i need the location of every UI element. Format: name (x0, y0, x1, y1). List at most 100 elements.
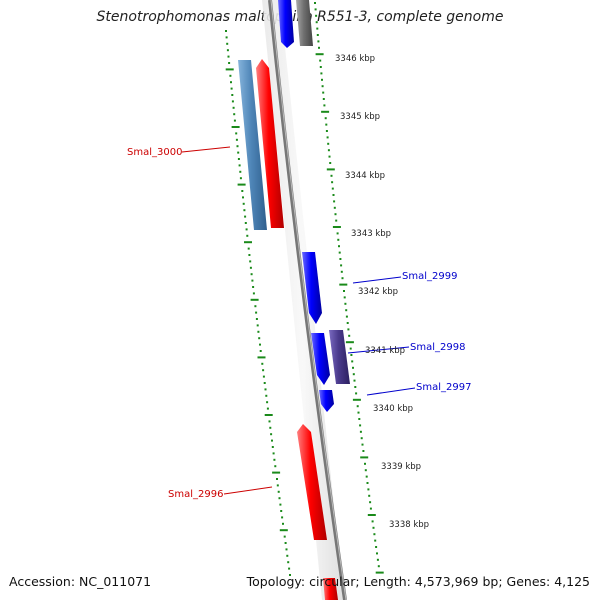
minor-tick (346, 322, 349, 324)
gene-label-smal-2997: Smal_2997 (416, 382, 471, 393)
major-tick (244, 241, 252, 244)
gene-smal-2998 (311, 333, 330, 385)
minor-tick (264, 388, 267, 391)
minor-tick (231, 100, 234, 103)
gene-smal-2997 (319, 390, 334, 412)
major-tick (345, 341, 354, 344)
minor-tick (360, 437, 363, 440)
minor-tick (277, 490, 280, 493)
minor-tick (325, 123, 328, 126)
minor-tick (362, 450, 365, 452)
minor-tick (272, 452, 275, 455)
gene-smal-3000-red (256, 59, 284, 228)
leader-smal-2999 (352, 276, 402, 284)
major-tick (321, 110, 330, 113)
minor-tick (242, 196, 244, 199)
minor-tick (269, 426, 272, 429)
minor-tick (232, 106, 235, 109)
minor-tick (252, 292, 255, 295)
minor-tick (340, 264, 343, 267)
minor-tick (352, 366, 354, 369)
minor-tick (225, 30, 227, 32)
minor-tick (329, 162, 332, 164)
major-tick (237, 183, 246, 186)
minor-tick (317, 40, 320, 43)
minor-tick (319, 59, 322, 62)
minor-tick (228, 62, 231, 64)
gene-label-smal-3000: Smal_3000 (127, 147, 182, 158)
minor-tick (282, 522, 284, 525)
accession-text: Accession: NC_011071 (9, 574, 152, 589)
minor-tick (348, 334, 351, 337)
minor-tick (350, 354, 353, 356)
major-tick (375, 571, 384, 574)
scale-label: 3345 kbp (340, 112, 380, 122)
minor-tick (330, 174, 333, 177)
minor-tick (319, 66, 322, 68)
minor-tick (337, 238, 340, 241)
scale-label: 3339 kbp (381, 462, 421, 472)
leader-smal-3000 (181, 146, 231, 153)
major-tick (272, 471, 281, 474)
minor-tick (338, 251, 341, 254)
minor-tick (343, 296, 346, 299)
minor-tick (314, 2, 316, 4)
minor-tick (257, 330, 260, 333)
minor-tick (343, 290, 345, 292)
minor-tick (354, 386, 357, 388)
minor-tick (286, 554, 289, 557)
gene-smal-2999 (302, 252, 322, 324)
minor-tick (334, 213, 337, 216)
minor-tick (353, 379, 356, 382)
minor-tick (239, 177, 242, 180)
minor-tick (333, 200, 336, 203)
minor-tick (226, 42, 229, 45)
scale-label: 3340 kbp (373, 404, 413, 414)
minor-tick (242, 202, 245, 205)
minor-tick (321, 85, 324, 88)
minor-tick (244, 215, 247, 218)
scale-label: 3343 kbp (351, 229, 391, 239)
minor-tick (274, 465, 277, 468)
genome-backbone (268, 0, 347, 600)
minor-tick (376, 552, 378, 555)
minor-tick (339, 258, 342, 260)
minor-tick (364, 469, 367, 472)
minor-tick (259, 350, 262, 352)
gene-smal-2998-purple (329, 330, 350, 384)
minor-tick (316, 27, 319, 30)
major-tick (315, 53, 324, 56)
major-tick (250, 298, 259, 301)
minor-tick (233, 119, 236, 122)
minor-tick (324, 117, 327, 120)
minor-tick (230, 87, 233, 90)
minor-tick (377, 565, 380, 568)
minor-tick (252, 286, 255, 288)
minor-tick (366, 482, 369, 484)
minor-tick (270, 433, 273, 436)
leader-smal-2996 (223, 486, 273, 495)
leader-smal-2998 (347, 346, 410, 354)
minor-tick (322, 98, 325, 100)
minor-tick (368, 494, 371, 497)
minor-tick (352, 373, 355, 376)
topology-text: Topology: circular; Length: 4,573,969 bp… (246, 574, 590, 589)
minor-tick (254, 305, 257, 308)
leader-smal-2997 (366, 387, 416, 396)
minor-tick (358, 418, 361, 420)
minor-tick (356, 405, 359, 408)
minor-tick (235, 132, 238, 135)
minor-tick (325, 130, 328, 132)
gene-label-smal-2996: Smal_2996 (168, 489, 223, 500)
minor-tick (256, 324, 259, 327)
major-tick (332, 226, 341, 228)
minor-tick (355, 392, 358, 395)
minor-tick (369, 507, 372, 510)
gene-smal-3000-steelblue (238, 60, 267, 230)
minor-tick (369, 501, 372, 504)
minor-tick (239, 170, 242, 173)
minor-tick (281, 516, 284, 519)
scale-label: 3344 kbp (345, 171, 385, 181)
minor-tick (327, 149, 330, 152)
